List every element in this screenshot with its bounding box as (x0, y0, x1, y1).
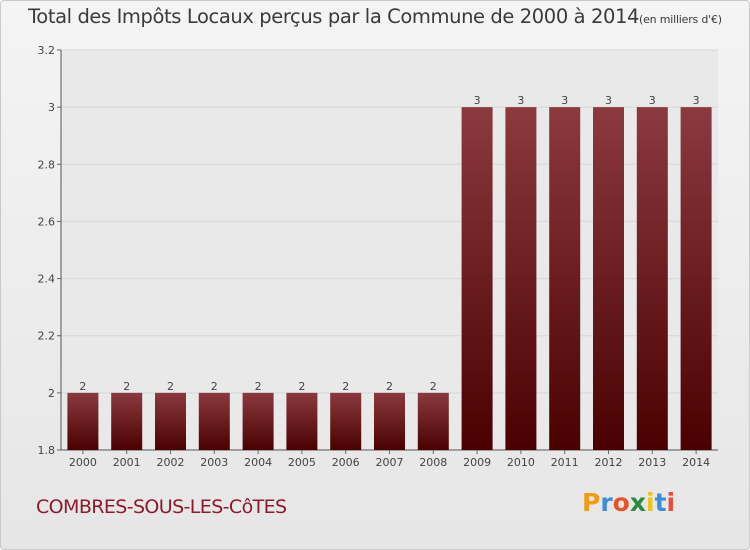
x-tick-label: 2002 (157, 456, 185, 469)
x-tick-label: 2007 (376, 456, 404, 469)
y-tick-label: 2.6 (38, 215, 56, 228)
bar-value-label: 2 (430, 380, 437, 393)
x-tick-label: 2012 (595, 456, 623, 469)
bar (680, 107, 712, 451)
bar (461, 107, 493, 451)
bar (374, 392, 405, 450)
bar (242, 392, 274, 450)
x-tick-label: 2003 (200, 456, 228, 469)
x-tick-label: 2004 (244, 456, 272, 469)
bar (593, 107, 624, 451)
chart-title: Total des Impôts Locaux perçus par la Co… (28, 5, 639, 28)
bar-value-label: 2 (298, 380, 305, 393)
brand-letter: i (646, 488, 655, 517)
chart-unit: (en milliers d'€) (639, 13, 722, 26)
commune-name: COMBRES-SOUS-LES-CôTES (36, 496, 287, 518)
x-tick-label: 2000 (69, 456, 97, 469)
y-tick-label: 2.4 (38, 273, 56, 286)
y-tick-label: 2 (48, 387, 55, 400)
bar-value-label: 2 (167, 380, 174, 393)
x-tick-label: 2005 (288, 456, 316, 469)
bar (636, 107, 668, 451)
y-tick-label: 3.2 (38, 44, 56, 57)
bar-value-label: 3 (649, 94, 656, 107)
brand-letter: P (582, 488, 601, 517)
y-tick-label: 2.8 (38, 158, 56, 171)
y-tick-label: 3 (48, 101, 55, 114)
bar-value-label: 2 (123, 380, 130, 393)
x-tick-label: 2013 (638, 456, 666, 469)
bar (330, 392, 362, 450)
x-tick-label: 2001 (113, 456, 141, 469)
y-tick-label: 2.2 (38, 330, 56, 343)
bar (67, 392, 99, 450)
brand-logo: Proxiti (582, 488, 675, 517)
x-tick-label: 2009 (463, 456, 491, 469)
bar-value-label: 2 (386, 380, 393, 393)
x-tick-label: 2010 (507, 456, 535, 469)
bar (417, 392, 449, 450)
bar (549, 107, 581, 451)
bar-value-label: 2 (255, 380, 262, 393)
brand-letter: t (654, 488, 667, 517)
bar (155, 392, 186, 450)
x-tick-label: 2006 (332, 456, 360, 469)
chart-title-row: Total des Impôts Locaux perçus par la Co… (0, 5, 750, 28)
bar (505, 107, 537, 451)
bar-value-label: 3 (474, 94, 481, 107)
bar (111, 392, 143, 450)
bar-value-label: 3 (561, 94, 568, 107)
bar (198, 392, 230, 450)
bar-value-label: 2 (211, 380, 218, 393)
bar-value-label: 2 (342, 380, 349, 393)
brand-letter: i (666, 488, 676, 517)
bar-value-label: 3 (517, 94, 524, 107)
y-tick-label: 1.8 (38, 444, 56, 457)
x-tick-label: 2008 (419, 456, 447, 469)
bar-value-label: 3 (605, 94, 612, 107)
bar-value-label: 2 (79, 380, 86, 393)
brand-letter: o (612, 488, 630, 517)
brand-letter: r (600, 488, 613, 517)
brand-letter: x (629, 488, 646, 517)
bar-value-label: 3 (693, 94, 700, 107)
x-tick-label: 2011 (551, 456, 579, 469)
x-tick-label: 2014 (682, 456, 710, 469)
bar (286, 392, 318, 450)
